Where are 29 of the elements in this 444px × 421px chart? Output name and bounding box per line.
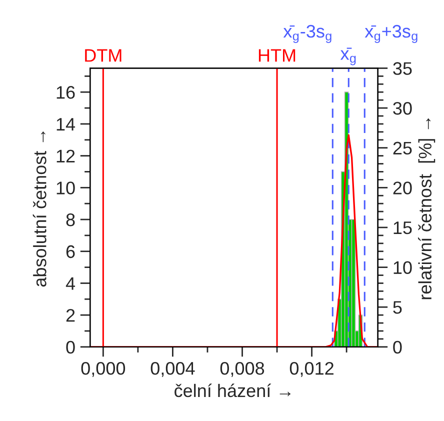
y2-tick-label: 15 bbox=[394, 222, 412, 234]
ref-line-label: x̄$_{g}$-3s$_{g}$ bbox=[283, 24, 332, 43]
y-tick-label: 14 bbox=[56, 118, 76, 130]
y2-tick-label: 20 bbox=[393, 182, 412, 194]
x-tick-label: 0,012 bbox=[290, 362, 334, 377]
y-tick-label: 16 bbox=[56, 86, 75, 99]
y2-axis-title: relativní četnost [%] → bbox=[418, 118, 436, 300]
y-tick-label: 12 bbox=[56, 150, 75, 162]
y2-tick-label: 5 bbox=[393, 301, 402, 314]
y-tick-label: 0 bbox=[66, 340, 75, 354]
y2-tick-label: 25 bbox=[393, 142, 412, 155]
y-tick-label: 2 bbox=[66, 308, 75, 322]
x-tick-label: 0,000 bbox=[81, 362, 126, 377]
y-tick-label: 6 bbox=[66, 245, 75, 258]
ref-line-label: x̄$_{g}$ bbox=[340, 48, 356, 66]
ref-line-label: x̄$_{g}$+3s$_{g}$ bbox=[364, 24, 418, 43]
x-tick-label: 0,004 bbox=[150, 362, 195, 377]
y-tick-label: 4 bbox=[66, 277, 76, 290]
y2-tick-label: 0 bbox=[393, 340, 402, 354]
y2-tick-label: 10 bbox=[394, 261, 412, 274]
ref-line-label: DTM bbox=[85, 49, 122, 62]
x-axis-title: čelní házení → bbox=[174, 384, 291, 398]
x-tick-label: 0,008 bbox=[220, 362, 264, 377]
ref-line-label: HTM bbox=[258, 49, 296, 62]
y-tick-label: 8 bbox=[66, 213, 75, 226]
y-axis-title: absolutní četnost → bbox=[32, 131, 46, 287]
y2-tick-label: 35 bbox=[393, 62, 412, 75]
y2-tick-label: 30 bbox=[393, 102, 412, 115]
y-tick-label: 10 bbox=[56, 182, 75, 194]
